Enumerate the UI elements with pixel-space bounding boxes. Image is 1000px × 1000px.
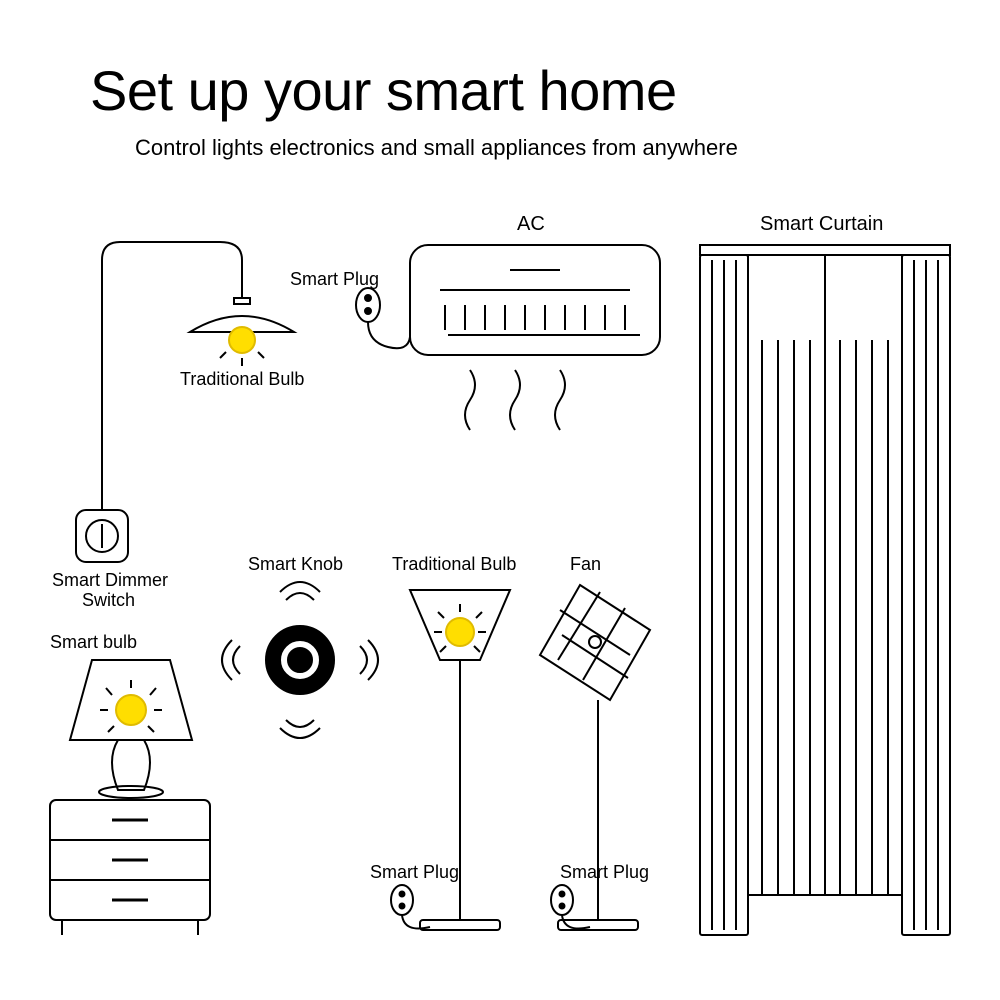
smart-knob-icon (222, 582, 378, 738)
table-lamp-icon (70, 660, 192, 798)
smart-bulb-label: Smart bulb (50, 632, 137, 652)
page-subtitle: Control lights electronics and small app… (135, 135, 738, 160)
smart-curtain-label: Smart Curtain (760, 213, 883, 235)
smart-dimmer-switch-label-1: Smart Dimmer (52, 570, 168, 590)
traditional-bulb-pendant-label: Traditional Bulb (180, 369, 304, 389)
smart-plug-floor-lamp-icon (391, 885, 430, 929)
smart-dimmer-switch-icon (76, 510, 128, 562)
smart-knob-label: Smart Knob (248, 554, 343, 574)
nightstand-icon (50, 800, 210, 935)
smart-plug-fan-label: Smart Plug (560, 862, 649, 882)
fan-label: Fan (570, 554, 601, 574)
smart-home-infographic: Set up your smart home Control lights el… (0, 0, 1000, 1000)
traditional-bulb-floor-label: Traditional Bulb (392, 554, 516, 574)
page-title: Set up your smart home (90, 59, 677, 122)
smart-plug-ac-label: Smart Plug (290, 269, 379, 289)
smart-dimmer-switch-label-2: Switch (82, 590, 135, 610)
smart-curtain-icon (700, 245, 950, 935)
ac-unit-icon (410, 245, 660, 430)
smart-plug-ac-icon (356, 288, 410, 348)
smart-plug-floor-lamp-label: Smart Plug (370, 862, 459, 882)
smart-plug-fan-icon (551, 885, 590, 929)
ac-label: AC (517, 213, 545, 235)
